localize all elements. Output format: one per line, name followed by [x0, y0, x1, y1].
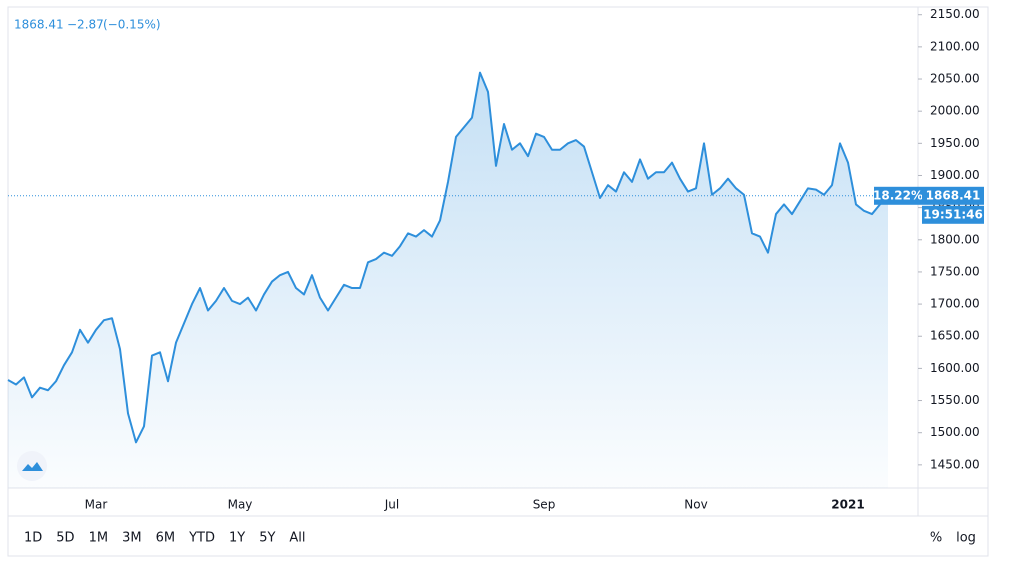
x-tick-label: 2021: [831, 498, 864, 512]
x-tick-label: May: [228, 498, 253, 512]
header-change: −2.87: [67, 18, 104, 32]
y-tick-label: 1450.00: [930, 457, 980, 471]
log-toggle[interactable]: log: [956, 531, 976, 546]
range-button[interactable]: 6M: [156, 531, 176, 546]
percent-label: 18.22%: [873, 188, 923, 202]
y-tick-label: 1800.00: [930, 232, 980, 246]
y-tick-label: 1700.00: [930, 297, 980, 311]
y-tick-label: 1550.00: [930, 393, 980, 407]
y-tick-label: 2150.00: [930, 7, 980, 21]
range-button[interactable]: 5D: [56, 531, 74, 546]
time-label: 19:51:46: [923, 207, 983, 221]
y-tick-label: 2050.00: [930, 72, 980, 86]
x-tick-label: Nov: [684, 498, 707, 512]
x-tick-label: Mar: [85, 498, 108, 512]
range-button[interactable]: 3M: [122, 531, 142, 546]
percent-toggle[interactable]: %: [930, 531, 942, 546]
x-tick-label: Jul: [384, 498, 399, 512]
line: [7, 71, 889, 444]
range-button[interactable]: 1M: [89, 531, 109, 546]
header-change-pct: (−0.15%): [103, 18, 161, 32]
logo[interactable]: [17, 451, 47, 481]
y-tick-label: 1500.00: [930, 425, 980, 439]
percent-badge: [874, 186, 922, 205]
y-tick-label: 2100.00: [930, 39, 980, 53]
area: [8, 72, 888, 488]
y-tick-label: 1950.00: [930, 136, 980, 150]
y-tick-label: 2000.00: [930, 104, 980, 118]
x-tick-label: Sep: [533, 498, 556, 512]
range-button[interactable]: 1Y: [229, 531, 245, 546]
y-tick-label: 1650.00: [930, 329, 980, 343]
header-price: 1868.41: [14, 18, 64, 32]
y-tick-label: 1600.00: [930, 361, 980, 375]
range-button[interactable]: All: [289, 531, 305, 546]
range-button[interactable]: 5Y: [259, 531, 275, 546]
y-tick-label: 1900.00: [930, 168, 980, 182]
range-button[interactable]: YTD: [188, 531, 215, 546]
price-label: 1868.41: [926, 188, 981, 202]
time-badge: [922, 205, 984, 224]
price-badge: [922, 186, 984, 205]
y-tick-label: 1750.00: [930, 264, 980, 278]
range-button[interactable]: 1D: [24, 531, 42, 546]
